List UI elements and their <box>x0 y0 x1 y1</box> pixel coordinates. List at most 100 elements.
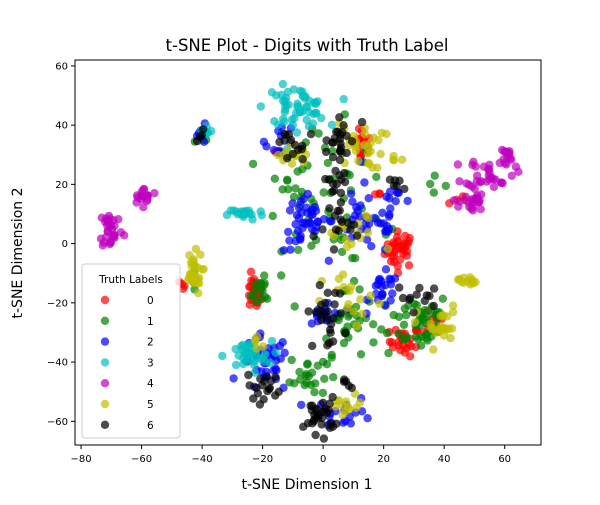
point-digit-6 <box>340 168 349 178</box>
point-digit-3 <box>302 115 311 125</box>
point-digit-6 <box>308 341 317 351</box>
y-tick-label: −20 <box>47 298 68 309</box>
point-digit-1 <box>441 181 450 191</box>
point-digit-4 <box>507 171 516 180</box>
point-digit-2 <box>386 204 395 213</box>
point-digit-0 <box>388 252 397 261</box>
point-digit-5 <box>459 278 468 287</box>
point-digit-1 <box>249 290 258 299</box>
y-tick-label: 40 <box>55 121 68 132</box>
point-digit-1 <box>256 279 265 288</box>
point-digit-6 <box>337 175 346 184</box>
point-digit-3 <box>273 120 283 129</box>
point-digit-2 <box>229 374 238 383</box>
point-digit-5 <box>354 156 363 166</box>
point-digit-1 <box>356 350 366 359</box>
point-digit-3 <box>278 79 288 89</box>
point-digit-2 <box>285 236 294 245</box>
point-digit-5 <box>251 337 260 346</box>
point-digit-3 <box>311 99 321 109</box>
point-digit-4 <box>139 184 149 194</box>
point-digit-5 <box>439 331 449 340</box>
point-digit-2 <box>385 194 394 203</box>
point-digit-4 <box>505 147 514 156</box>
point-digit-5 <box>194 288 203 298</box>
point-digit-6 <box>315 281 324 290</box>
point-digit-2 <box>364 194 373 203</box>
point-digit-1 <box>261 292 270 302</box>
point-digit-2 <box>346 189 356 198</box>
point-digit-1 <box>369 320 378 329</box>
legend-marker-3 <box>100 358 110 367</box>
chart-title: t-SNE Plot - Digits with Truth Label <box>166 36 449 55</box>
point-digit-3 <box>239 210 248 219</box>
point-digit-3 <box>218 351 227 361</box>
point-digit-2 <box>362 235 372 244</box>
point-digit-6 <box>197 131 206 140</box>
point-digit-3 <box>249 360 259 369</box>
point-digit-2 <box>296 197 306 206</box>
point-digit-6 <box>339 121 348 130</box>
point-digit-4 <box>476 205 485 214</box>
point-digit-1 <box>307 241 316 250</box>
point-digit-1 <box>318 388 328 398</box>
point-digit-5 <box>426 319 435 328</box>
point-digit-0 <box>401 231 410 241</box>
point-digit-1 <box>285 378 294 387</box>
point-digit-6 <box>265 383 274 393</box>
point-digit-3 <box>339 94 348 104</box>
point-digit-2 <box>313 217 323 226</box>
point-digit-1 <box>310 388 319 397</box>
point-digit-5 <box>389 156 398 165</box>
point-digit-6 <box>329 245 339 254</box>
point-digit-2 <box>279 246 289 255</box>
point-digit-2 <box>293 226 303 235</box>
point-digit-6 <box>328 179 338 188</box>
point-digit-5 <box>446 333 455 343</box>
point-digit-2 <box>297 400 306 410</box>
point-digit-6 <box>256 374 265 383</box>
point-digit-0 <box>400 348 409 357</box>
point-digit-3 <box>271 348 280 357</box>
point-digit-6 <box>429 301 438 311</box>
point-digit-6 <box>304 307 313 316</box>
point-digit-1 <box>318 357 328 367</box>
point-digit-2 <box>296 235 305 244</box>
point-digit-1 <box>377 325 386 334</box>
point-digit-1 <box>294 245 303 255</box>
point-digit-1 <box>260 271 269 280</box>
point-digit-5 <box>347 282 356 291</box>
point-digit-5 <box>352 403 361 412</box>
legend-label-5: 5 <box>147 399 154 411</box>
point-digit-3 <box>231 360 241 370</box>
point-digit-6 <box>298 155 307 164</box>
point-digit-4 <box>143 191 152 200</box>
point-digit-1 <box>283 175 292 184</box>
point-digit-6 <box>332 127 341 136</box>
y-tick-label: −40 <box>47 358 68 369</box>
point-digit-5 <box>373 163 382 172</box>
point-digit-2 <box>294 214 304 223</box>
legend-label-3: 3 <box>147 357 154 369</box>
point-digit-0 <box>393 261 402 271</box>
point-digit-5 <box>351 146 360 155</box>
point-digit-5 <box>352 321 362 330</box>
point-digit-4 <box>482 177 491 186</box>
point-digit-6 <box>405 295 414 304</box>
point-digit-1 <box>438 294 447 303</box>
x-tick-label: 20 <box>377 454 390 465</box>
x-tick-label: 0 <box>320 454 326 465</box>
point-digit-4 <box>472 176 482 186</box>
legend-frame <box>81 263 181 439</box>
point-digit-4 <box>139 203 148 212</box>
plot-area-frame <box>74 59 542 446</box>
y-tick-label: 60 <box>55 61 68 72</box>
point-digit-3 <box>267 88 277 97</box>
point-digit-3 <box>244 350 253 359</box>
point-digit-6 <box>335 289 345 298</box>
point-digit-1 <box>295 367 304 377</box>
point-digit-5 <box>363 228 373 237</box>
point-digit-5 <box>274 150 283 160</box>
point-digit-5 <box>437 324 447 333</box>
